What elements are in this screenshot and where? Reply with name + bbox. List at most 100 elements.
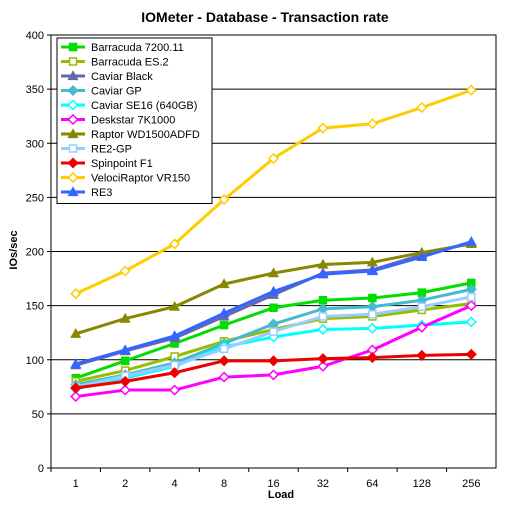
x-tick-label: 256 <box>462 478 480 490</box>
y-tick-label: 100 <box>26 355 44 367</box>
series-8 <box>70 348 477 394</box>
data-point <box>218 355 230 367</box>
data-point <box>465 348 477 360</box>
data-point <box>366 352 378 364</box>
legend-item: Caviar SE16 (640GB) <box>61 99 197 112</box>
series-10 <box>70 236 477 369</box>
x-tick-label: 64 <box>366 478 378 490</box>
legend-label: Barracuda 7200.11 <box>91 42 184 54</box>
data-point <box>317 268 329 279</box>
data-point <box>218 278 230 289</box>
legend-item: Caviar GP <box>61 84 142 98</box>
data-point <box>267 369 280 381</box>
series-9 <box>70 84 477 300</box>
data-point <box>366 265 378 276</box>
legend-swatch-marker <box>67 84 79 97</box>
legend-label: Caviar SE16 (640GB) <box>91 100 197 112</box>
x-tick-label: 32 <box>317 478 329 490</box>
series-5 <box>70 300 477 403</box>
data-point <box>70 390 82 403</box>
series-layer <box>70 84 477 403</box>
data-point <box>218 371 230 383</box>
data-point <box>219 344 229 354</box>
legend-swatch-marker <box>67 99 79 111</box>
legend-item: RE3 <box>61 186 112 199</box>
data-point <box>218 193 230 206</box>
data-point <box>119 344 131 355</box>
x-tick-label: 128 <box>413 478 431 490</box>
legend-swatch-marker <box>68 42 78 52</box>
data-point <box>416 101 428 114</box>
data-point <box>465 300 477 312</box>
legend-label: VelociRaptor VR150 <box>91 173 190 185</box>
legend-swatch-marker <box>67 186 79 197</box>
data-point <box>416 349 428 361</box>
y-tick-label: 350 <box>26 84 44 96</box>
data-point <box>267 152 280 164</box>
x-axis-label: Load <box>268 489 294 501</box>
data-point <box>317 122 329 134</box>
data-point <box>465 236 477 246</box>
data-point <box>366 322 378 334</box>
legend-item: Raptor WD1500ADFD <box>61 128 200 141</box>
legend-label: Barracuda ES.2 <box>91 57 169 69</box>
data-point <box>70 358 82 369</box>
data-point <box>318 295 328 305</box>
data-point <box>267 267 280 278</box>
data-point <box>119 265 131 277</box>
y-tick-label: 200 <box>26 247 44 259</box>
data-point <box>218 307 230 318</box>
data-point <box>417 302 427 311</box>
data-point <box>119 312 131 323</box>
data-point <box>467 292 476 302</box>
legend-label: Deskstar 7K1000 <box>91 115 175 127</box>
legend-swatch-marker <box>67 128 79 139</box>
data-point <box>317 323 329 336</box>
y-axis-label: IOs/sec <box>8 230 20 269</box>
data-point <box>119 375 131 387</box>
data-point <box>416 251 428 262</box>
data-point <box>269 327 278 336</box>
x-tick-label: 16 <box>267 478 279 490</box>
data-point <box>465 316 477 328</box>
legend-item: Caviar Black <box>61 70 153 83</box>
data-point <box>368 310 377 319</box>
legend-swatch-marker <box>67 113 79 126</box>
data-point <box>169 300 181 311</box>
data-point <box>169 330 181 341</box>
y-tick-label: 50 <box>32 409 44 421</box>
data-point <box>317 258 329 269</box>
data-point <box>169 367 181 379</box>
legend-label: RE2-GP <box>91 144 132 156</box>
data-point <box>267 285 280 296</box>
data-point <box>70 288 82 300</box>
data-point <box>70 382 82 394</box>
data-point <box>317 360 329 372</box>
legend-item: Spinpoint F1 <box>61 157 153 170</box>
data-point <box>368 293 377 303</box>
legend-label: Caviar GP <box>91 86 142 98</box>
data-point <box>120 356 130 366</box>
data-point <box>416 321 428 333</box>
legend-label: Spinpoint F1 <box>91 158 153 170</box>
x-tick-label: 1 <box>73 478 79 490</box>
legend-label: Caviar Black <box>91 71 153 83</box>
data-point <box>219 320 229 330</box>
legend-item: RE2-GP <box>61 144 132 156</box>
legend: Barracuda 7200.11 Barracuda ES.2 Caviar Bl… <box>56 37 213 204</box>
data-point <box>317 353 329 365</box>
legend-swatch-marker <box>67 70 79 81</box>
x-tick-label: 2 <box>122 478 128 490</box>
legend-item: Barracuda 7200.11 <box>61 42 184 54</box>
data-point <box>465 84 477 96</box>
data-point <box>169 384 181 396</box>
data-point <box>269 303 278 313</box>
data-point <box>267 355 280 367</box>
y-tick-label: 0 <box>38 463 44 475</box>
data-point <box>318 312 328 321</box>
legend-box <box>56 37 213 204</box>
x-tick-label: 4 <box>172 478 178 490</box>
chart-title: IOMeter - Database - Transaction rate <box>141 9 389 25</box>
legend-swatch-marker <box>68 57 78 66</box>
